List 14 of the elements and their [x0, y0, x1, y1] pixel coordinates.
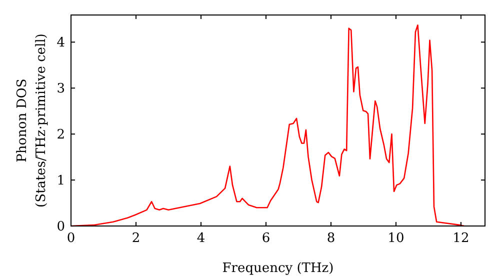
x-tick-label: 0 [66, 231, 76, 246]
x-tick-label: 10 [388, 231, 404, 246]
x-tick-label: 8 [326, 231, 336, 246]
y-axis-title: Phonon DOS (States/THz·primitive cell) [15, 33, 49, 208]
y-tick-label: 3 [56, 82, 65, 97]
y-tick-label: 0 [56, 220, 65, 234]
x-tick-label: 6 [262, 231, 270, 246]
x-tick-label: 2 [132, 231, 140, 246]
y-tick-label: 1 [56, 174, 65, 189]
y-tick-label: 2 [56, 128, 65, 143]
y-tick-label: 4 [56, 36, 65, 51]
x-axis-title: Frequency (THz) [222, 261, 334, 276]
x-tick-label: 4 [196, 231, 206, 246]
x-tick-label: 12 [452, 231, 470, 246]
